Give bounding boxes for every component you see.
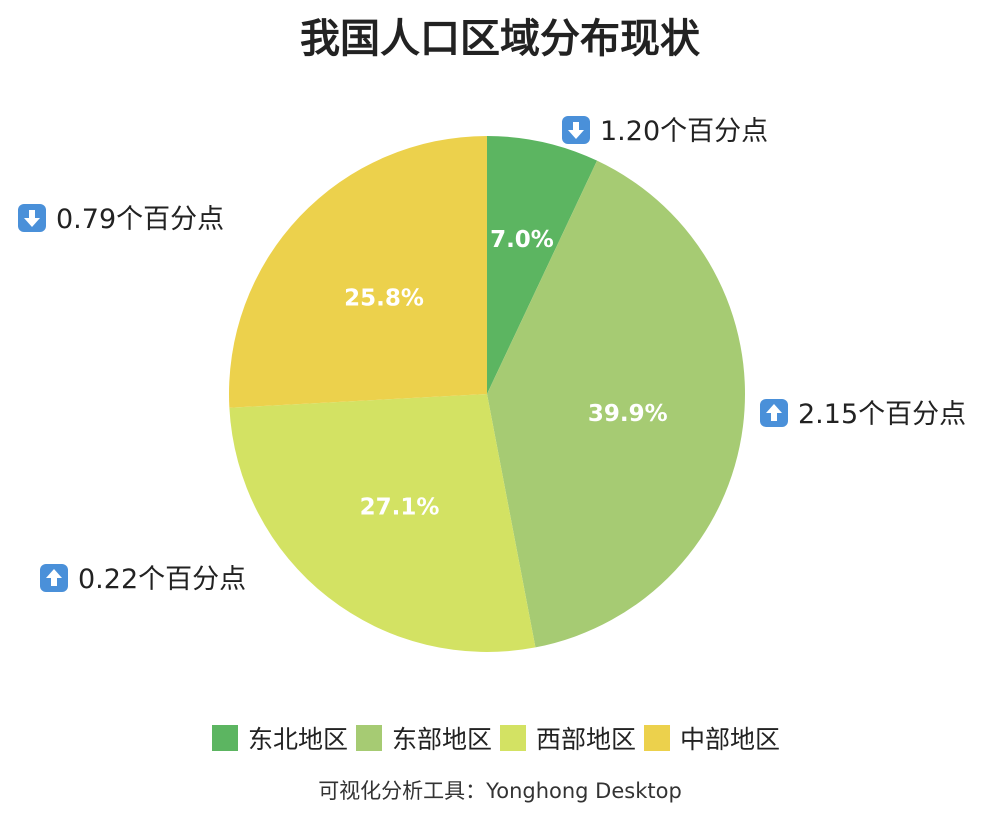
annotation-northeast: 1.20个百分点 (562, 116, 768, 147)
annotation-east: 2.15个百分点 (760, 399, 966, 430)
legend-label-east: 东部地区 (391, 725, 492, 754)
slice-label-central: 25.8% (344, 285, 424, 311)
legend-item-central[interactable]: 中部地区 (644, 720, 780, 756)
annotation-text-central: 0.79个百分点 (56, 204, 224, 235)
legend-swatch-northeast (211, 725, 238, 751)
pie-slice-central[interactable] (229, 136, 487, 408)
legend-item-east[interactable]: 东部地区 (355, 720, 492, 756)
annotation-text-west: 0.22个百分点 (78, 564, 246, 595)
legend-label-northeast: 东北地区 (247, 725, 348, 754)
legend-swatch-west (500, 725, 526, 751)
legend-label-central: 中部地区 (680, 725, 781, 754)
slice-label-east: 39.9% (588, 401, 668, 427)
chart-title: 我国人口区域分布现状 (300, 16, 700, 62)
pie-chart: 7.0% 39.9% 27.1% 25.8% 1.20个百分点 2.15个百分点 0.22个… (18, 116, 966, 652)
pie-slice-west[interactable] (229, 394, 536, 652)
pie-slice-northeast[interactable] (487, 136, 598, 394)
legend-swatch-central (644, 725, 671, 751)
pie-slice-east[interactable] (487, 160, 745, 648)
legend: 东北地区 东部地区 西部地区 中部地区 (0, 720, 1000, 756)
annotation-text-northeast: 1.20个百分点 (600, 116, 768, 147)
legend-swatch-east (355, 725, 382, 751)
slice-label-northeast: 7.0% (490, 227, 554, 253)
legend-label-west: 西部地区 (536, 725, 637, 754)
footer-credit: 可视化分析工具：Yonghong Desktop (318, 779, 682, 803)
legend-item-northeast[interactable]: 东北地区 (211, 720, 348, 756)
annotation-central: 0.79个百分点 (18, 204, 224, 235)
annotation-west: 0.22个百分点 (40, 564, 246, 595)
legend-item-west[interactable]: 西部地区 (500, 720, 636, 756)
annotation-text-east: 2.15个百分点 (798, 399, 966, 430)
slice-label-west: 27.1% (360, 495, 440, 521)
